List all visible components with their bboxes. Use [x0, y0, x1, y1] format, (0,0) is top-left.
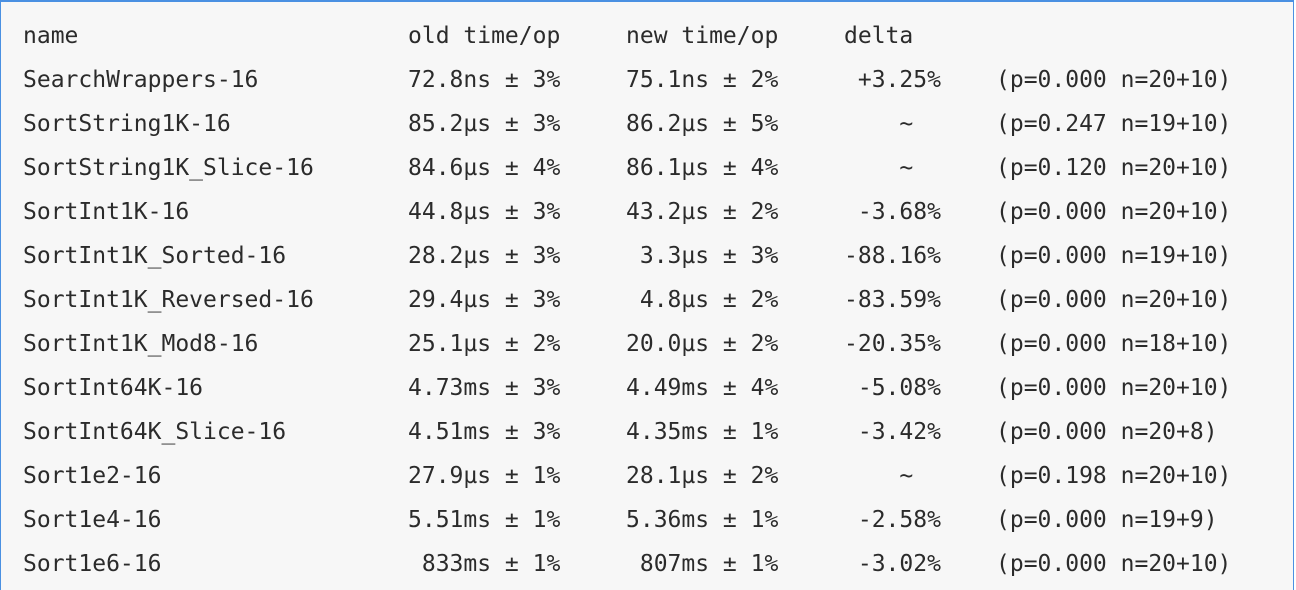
cell-stats: (p=0.000 n=20+10)	[996, 199, 1232, 225]
table-row: SortInt1K_Sorted-16 28.2µs ± 3% 3.3µs ± 3…	[23, 234, 1286, 278]
table-row: SortInt1K-16 44.8µs ± 3% 43.2µs ± 2% -3.68…	[23, 190, 1286, 234]
cell-old-time: 85.2µs ± 3%	[408, 111, 561, 137]
cell-new-time: 4.35ms ± 1%	[626, 419, 779, 445]
cell-new-time: 86.2µs ± 5%	[626, 111, 779, 137]
cell-delta: -5.08%	[844, 375, 941, 401]
table-row: SortInt1K_Mod8-16 25.1µs ± 2% 20.0µs ± 2% -…	[23, 322, 1286, 366]
cell-delta: -3.42%	[844, 419, 941, 445]
cell-new-time: 75.1ns ± 2%	[626, 67, 779, 93]
table-row: SortInt1K_Reversed-16 29.4µs ± 3% 4.8µs ±…	[23, 278, 1286, 322]
cell-new-time: 3.3µs ± 3%	[626, 243, 779, 269]
cell-name: Sort1e4-16	[23, 507, 162, 533]
cell-delta: -88.16%	[844, 243, 941, 269]
header-delta: delta	[844, 23, 914, 49]
table-row: SortString1K-16 85.2µs ± 3% 86.2µs ± 5% ~ (…	[23, 102, 1286, 146]
cell-delta: ~	[844, 463, 914, 489]
table-row: Sort1e4-16 5.51ms ± 1% 5.36ms ± 1% -2.58% (…	[23, 498, 1286, 542]
cell-old-time: 72.8ns ± 3%	[408, 67, 561, 93]
cell-stats: (p=0.000 n=20+8)	[996, 419, 1218, 445]
cell-stats: (p=0.247 n=19+10)	[996, 111, 1232, 137]
cell-old-time: 4.51ms ± 3%	[408, 419, 561, 445]
cell-new-time: 28.1µs ± 2%	[626, 463, 779, 489]
cell-new-time: 4.49ms ± 4%	[626, 375, 779, 401]
cell-delta: +3.25%	[844, 67, 941, 93]
cell-new-time: 807ms ± 1%	[626, 551, 779, 577]
benchmark-table: name old time/op new time/op delta Searc…	[23, 14, 1286, 586]
table-row: SortString1K_Slice-16 84.6µs ± 4% 86.1µs ±…	[23, 146, 1286, 190]
cell-stats: (p=0.000 n=20+10)	[996, 375, 1232, 401]
cell-delta: -20.35%	[844, 331, 941, 357]
cell-name: SortInt1K_Reversed-16	[23, 287, 314, 313]
cell-old-time: 29.4µs ± 3%	[408, 287, 561, 313]
table-row: SearchWrappers-16 72.8ns ± 3% 75.1ns ± 2% …	[23, 58, 1286, 102]
cell-old-time: 84.6µs ± 4%	[408, 155, 561, 181]
cell-old-time: 28.2µs ± 3%	[408, 243, 561, 269]
cell-old-time: 27.9µs ± 1%	[408, 463, 561, 489]
cell-stats: (p=0.000 n=20+10)	[996, 67, 1232, 93]
cell-old-time: 44.8µs ± 3%	[408, 199, 561, 225]
header-stat	[996, 14, 1286, 58]
cell-stats: (p=0.120 n=20+10)	[996, 155, 1232, 181]
cell-name: SortInt1K-16	[23, 199, 190, 225]
cell-delta: -83.59%	[844, 287, 941, 313]
cell-name: SearchWrappers-16	[23, 67, 259, 93]
cell-delta: ~	[844, 155, 914, 181]
cell-new-time: 4.8µs ± 2%	[626, 287, 779, 313]
cell-name: SortString1K-16	[23, 111, 231, 137]
cell-stats: (p=0.000 n=20+10)	[996, 551, 1232, 577]
cell-name: SortInt64K_Slice-16	[23, 419, 287, 445]
cell-name: SortInt1K_Sorted-16	[23, 243, 287, 269]
cell-delta: -2.58%	[844, 507, 941, 533]
table-row: Sort1e2-16 27.9µs ± 1% 28.1µs ± 2% ~ (p=0.1…	[23, 454, 1286, 498]
header-row: name old time/op new time/op delta	[23, 14, 1286, 58]
cell-delta: -3.68%	[844, 199, 941, 225]
cell-delta: -3.02%	[844, 551, 941, 577]
header-new: new time/op	[626, 23, 779, 49]
cell-old-time: 25.1µs ± 2%	[408, 331, 561, 357]
cell-stats: (p=0.000 n=19+9)	[996, 507, 1218, 533]
cell-old-time: 833ms ± 1%	[408, 551, 561, 577]
table-row: SortInt64K-16 4.73ms ± 3% 4.49ms ± 4% -5.0…	[23, 366, 1286, 410]
header-name: name	[23, 23, 79, 49]
cell-new-time: 86.1µs ± 4%	[626, 155, 779, 181]
cell-new-time: 43.2µs ± 2%	[626, 199, 779, 225]
cell-name: SortString1K_Slice-16	[23, 155, 314, 181]
cell-stats: (p=0.000 n=20+10)	[996, 287, 1232, 313]
cell-name: Sort1e2-16	[23, 463, 162, 489]
cell-name: SortInt1K_Mod8-16	[23, 331, 259, 357]
cell-new-time: 20.0µs ± 2%	[626, 331, 779, 357]
cell-delta: ~	[844, 111, 914, 137]
benchmark-rows: SearchWrappers-16 72.8ns ± 3% 75.1ns ± 2% …	[23, 58, 1286, 586]
cell-name: SortInt64K-16	[23, 375, 204, 401]
table-row: Sort1e6-16 833ms ± 1% 807ms ± 1% -3.02% (…	[23, 542, 1286, 586]
cell-name: Sort1e6-16	[23, 551, 162, 577]
cell-stats: (p=0.000 n=18+10)	[996, 331, 1232, 357]
header-old: old time/op	[408, 23, 561, 49]
cell-old-time: 5.51ms ± 1%	[408, 507, 561, 533]
table-row: SortInt64K_Slice-16 4.51ms ± 3% 4.35ms ± 1…	[23, 410, 1286, 454]
cell-stats: (p=0.000 n=19+10)	[996, 243, 1232, 269]
cell-old-time: 4.73ms ± 3%	[408, 375, 561, 401]
cell-stats: (p=0.198 n=20+10)	[996, 463, 1232, 489]
cell-new-time: 5.36ms ± 1%	[626, 507, 779, 533]
